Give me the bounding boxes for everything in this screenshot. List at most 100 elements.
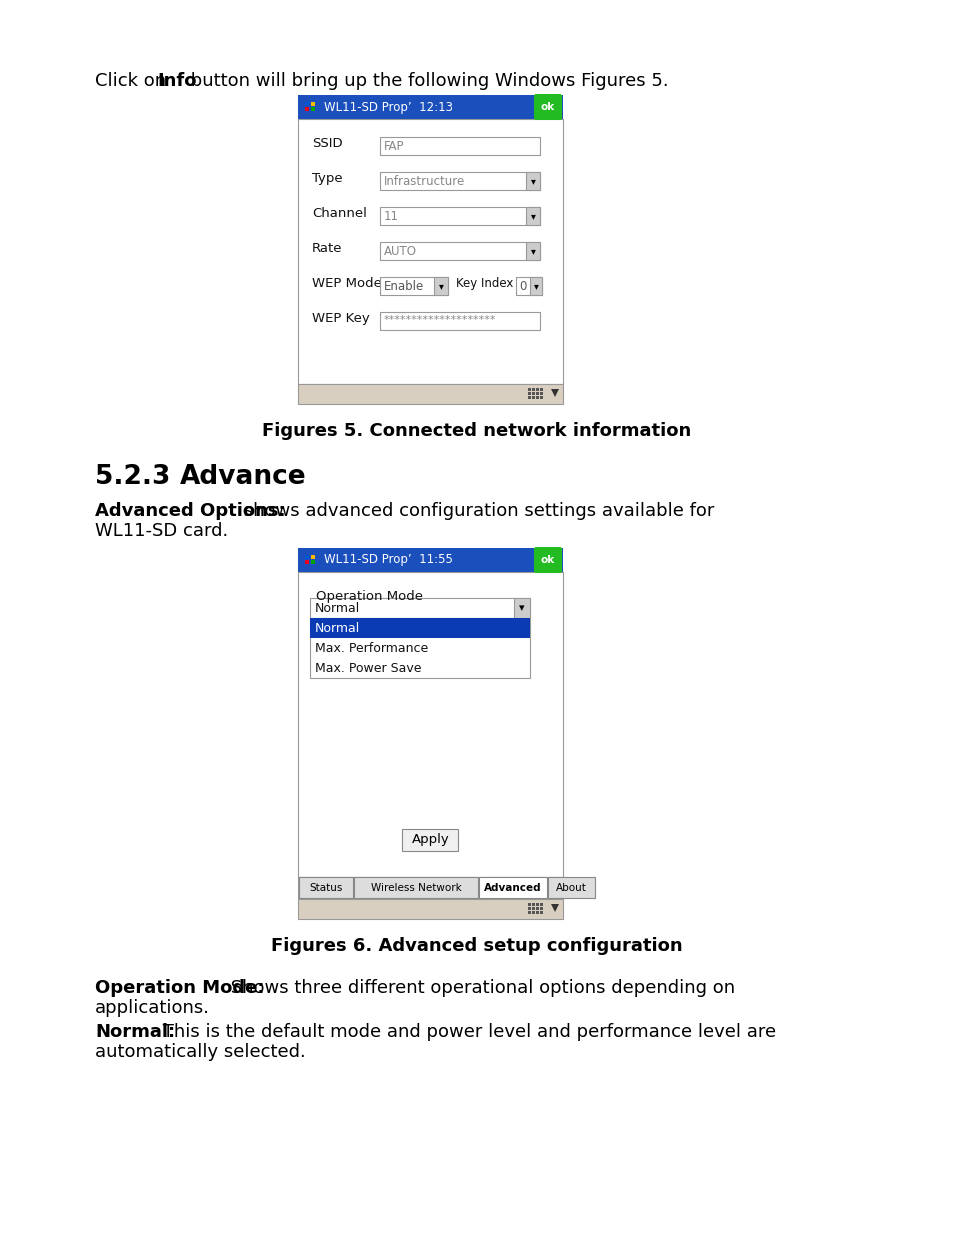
- Bar: [297, 548, 562, 572]
- Text: Key Index: Key Index: [456, 277, 513, 290]
- Bar: [536, 906, 538, 910]
- Text: ********************: ********************: [384, 315, 496, 325]
- Text: Click on: Click on: [95, 72, 172, 90]
- Text: WEP Mode: WEP Mode: [312, 277, 381, 290]
- Bar: [310, 618, 530, 638]
- Text: FAP: FAP: [384, 140, 404, 153]
- Text: ▾: ▾: [533, 282, 537, 291]
- Text: ▾: ▾: [530, 246, 535, 256]
- Text: WL11-SD Prop’  12:13: WL11-SD Prop’ 12:13: [324, 100, 453, 114]
- Text: automatically selected.: automatically selected.: [95, 1044, 305, 1061]
- Bar: [379, 242, 539, 261]
- Bar: [532, 388, 535, 391]
- Text: WL11-SD Prop’  11:55: WL11-SD Prop’ 11:55: [324, 553, 453, 567]
- Text: Shows three different operational options depending on: Shows three different operational option…: [225, 979, 735, 997]
- Bar: [536, 911, 538, 914]
- Bar: [379, 312, 539, 330]
- Text: Enable: Enable: [384, 280, 424, 293]
- FancyBboxPatch shape: [534, 94, 561, 120]
- Bar: [532, 903, 535, 906]
- Text: This is the default mode and power level and performance level are: This is the default mode and power level…: [157, 1023, 776, 1041]
- Bar: [305, 103, 309, 106]
- Text: button will bring up the following Windows Figures 5.: button will bring up the following Windo…: [185, 72, 668, 90]
- Text: Advanced Options:: Advanced Options:: [95, 501, 285, 520]
- Text: ▾: ▾: [518, 603, 524, 613]
- Bar: [305, 107, 309, 111]
- Bar: [310, 598, 530, 618]
- Text: Apply: Apply: [411, 834, 449, 846]
- Text: Max. Power Save: Max. Power Save: [314, 662, 421, 676]
- Bar: [527, 903, 531, 906]
- Text: Max. Performance: Max. Performance: [314, 642, 428, 655]
- Bar: [532, 906, 535, 910]
- Bar: [539, 391, 542, 395]
- Bar: [525, 242, 539, 261]
- Bar: [305, 555, 309, 559]
- Bar: [532, 391, 535, 395]
- Bar: [379, 207, 539, 225]
- Text: WEP Key: WEP Key: [312, 312, 370, 325]
- Bar: [539, 388, 542, 391]
- Text: AUTO: AUTO: [384, 245, 416, 258]
- Text: shows advanced configuration settings available for: shows advanced configuration settings av…: [237, 501, 714, 520]
- Text: Channel: Channel: [312, 207, 367, 220]
- Text: Wireless Network: Wireless Network: [370, 883, 461, 893]
- Bar: [525, 172, 539, 190]
- Bar: [525, 207, 539, 225]
- Bar: [311, 559, 314, 564]
- Bar: [527, 396, 531, 399]
- Bar: [311, 103, 314, 106]
- Text: ▾: ▾: [530, 177, 535, 186]
- Text: 0: 0: [518, 280, 526, 293]
- Bar: [530, 277, 541, 295]
- Bar: [539, 396, 542, 399]
- Text: SSID: SSID: [312, 137, 342, 149]
- Text: ok: ok: [540, 103, 555, 112]
- Bar: [310, 618, 530, 678]
- Bar: [305, 559, 309, 564]
- Text: Type: Type: [312, 172, 342, 185]
- Bar: [311, 107, 314, 111]
- Text: Advance: Advance: [180, 464, 306, 490]
- Bar: [536, 396, 538, 399]
- Bar: [298, 877, 353, 898]
- Text: Operation Mode:: Operation Mode:: [95, 979, 264, 997]
- Text: WL11-SD card.: WL11-SD card.: [95, 522, 228, 540]
- Text: Normal: Normal: [314, 622, 360, 635]
- Bar: [532, 911, 535, 914]
- Text: Status: Status: [309, 883, 342, 893]
- Bar: [354, 877, 477, 898]
- Text: Rate: Rate: [312, 242, 342, 254]
- Text: ▾: ▾: [438, 282, 443, 291]
- Bar: [478, 877, 546, 898]
- Bar: [527, 906, 531, 910]
- Bar: [297, 572, 562, 877]
- Bar: [527, 391, 531, 395]
- Text: Figures 6. Advanced setup configuration: Figures 6. Advanced setup configuration: [271, 937, 682, 955]
- Text: Normal: Normal: [314, 601, 360, 615]
- Bar: [297, 384, 562, 404]
- Bar: [536, 388, 538, 391]
- Bar: [297, 877, 562, 899]
- Bar: [539, 906, 542, 910]
- Bar: [379, 172, 539, 190]
- Bar: [536, 391, 538, 395]
- Bar: [547, 877, 595, 898]
- Bar: [532, 396, 535, 399]
- Text: ▾: ▾: [530, 211, 535, 221]
- Text: Normal:: Normal:: [95, 1023, 175, 1041]
- Text: 5.2.3: 5.2.3: [95, 464, 171, 490]
- Bar: [311, 555, 314, 559]
- Bar: [297, 119, 562, 384]
- Bar: [514, 598, 530, 618]
- Text: Infrastructure: Infrastructure: [384, 175, 465, 188]
- Text: 11: 11: [384, 210, 398, 224]
- Bar: [527, 911, 531, 914]
- Bar: [379, 277, 448, 295]
- FancyBboxPatch shape: [534, 547, 561, 573]
- Bar: [379, 137, 539, 156]
- Polygon shape: [551, 389, 558, 396]
- Bar: [297, 899, 562, 919]
- Bar: [297, 95, 562, 119]
- Bar: [536, 903, 538, 906]
